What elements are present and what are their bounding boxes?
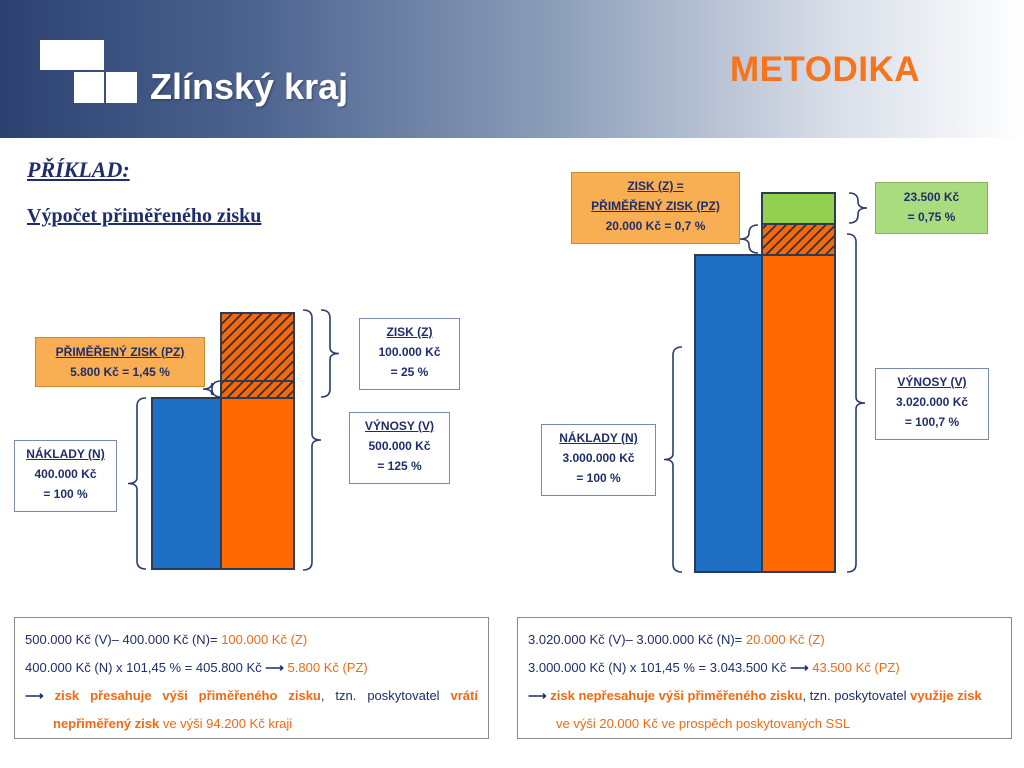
right-zpz-title2: PŘIMĚŘENÝ ZISK (PZ): [591, 199, 720, 213]
left-formula-line-1: 500.000 Kč (V)– 400.000 Kč (N)= 100.000 …: [25, 626, 478, 654]
left-chart: [151, 312, 295, 570]
left-zisk-title: ZISK (Z): [386, 325, 433, 339]
logo-square-2: [74, 40, 104, 70]
right-formula-l2-arrow: ⟶: [789, 660, 809, 675]
left-naklady-value: 400.000 Kč: [34, 467, 97, 481]
left-bar-naklady: [151, 397, 222, 570]
left-formula-line-3: ⟶ zisk přesahuje výši přiměřeného zisku,…: [25, 682, 478, 710]
left-vynosy-box: VÝNOSY (V) 500.000 Kč = 125 %: [349, 412, 450, 484]
braces: [127, 192, 868, 573]
left-vynosy-percent: = 125 %: [377, 459, 422, 473]
right-formula-l2-text: 3.000.000 Kč (N) x 101,45 % = 3.043.500 …: [528, 660, 790, 675]
logo-square-3: [74, 72, 104, 103]
left-formula-l1-result: 100.000 Kč (Z): [221, 632, 308, 647]
left-formula-l2-text: 400.000 Kč (N) x 101,45 % = 405.800 Kč: [25, 660, 266, 675]
right-formula-l1-result: 20.000 Kč (Z): [745, 632, 825, 647]
right-brace-extra: [848, 192, 868, 224]
left-formula-l3-bold: zisk přesahuje výši přiměřeného zisku: [54, 688, 321, 703]
left-formula-l4-bold: nepřiměřený zisk: [53, 716, 160, 731]
example-heading: PŘÍKLAD:: [27, 157, 130, 182]
header-banner: Zlínský kraj METODIKA: [0, 0, 1024, 138]
right-vynosy-value: 3.020.000 Kč: [895, 395, 969, 409]
right-extra-percent: = 0,75 %: [907, 210, 956, 224]
left-zisk-box: ZISK (Z) 100.000 Kč = 25 %: [359, 318, 460, 390]
right-naklady-percent: = 100 %: [576, 471, 621, 485]
left-brace-vynosy: [302, 309, 322, 571]
right-vynosy-box: VÝNOSY (V) 3.020.000 Kč = 100,7 %: [875, 368, 989, 440]
left-formula-line-4: nepřiměřený zisk ve výši 94.200 Kč kraji: [25, 710, 478, 738]
brand-name: Zlínský kraj: [150, 66, 349, 107]
left-pz-title: PŘIMĚŘENÝ ZISK (PZ): [55, 345, 185, 359]
left-zisk-percent: = 25 %: [390, 365, 429, 379]
left-pz-box: PŘIMĚŘENÝ ZISK (PZ) 5.800 Kč = 1,45 %: [35, 337, 205, 387]
right-formula-box: 3.020.000 Kč (V)– 3.000.000 Kč (N)= 20.0…: [517, 617, 1012, 739]
right-vynosy-percent: = 100,7 %: [904, 415, 960, 429]
left-vynosy-value: 500.000 Kč: [368, 439, 431, 453]
left-brace-pz: [202, 380, 222, 398]
right-formula-l3-text: , tzn. poskytovatel: [802, 688, 911, 703]
left-pz-value: 5.800 Kč = 1,45 %: [70, 365, 170, 379]
logo-square-4: [106, 72, 137, 103]
right-vynosy-title: VÝNOSY (V): [897, 375, 967, 389]
right-zpz-box: ZISK (Z) = PŘIMĚŘENÝ ZISK (PZ) 20.000 Kč…: [571, 172, 740, 244]
left-naklady-box: NÁKLADY (N) 400.000 Kč = 100 %: [14, 440, 117, 512]
left-formula-l3-text: , tzn. poskytovatel: [320, 688, 451, 703]
left-formula-line-2: 400.000 Kč (N) x 101,45 % = 405.800 Kč ⟶…: [25, 654, 478, 682]
right-formula-line-3: ⟶ zisk nepřesahuje výši přiměřeného zisk…: [528, 682, 1001, 710]
right-formula-l1-text: 3.020.000 Kč (V)– 3.000.000 Kč (N)=: [528, 632, 746, 647]
left-segment-zisk-excess: [220, 312, 295, 382]
right-formula-line-1: 3.020.000 Kč (V)– 3.000.000 Kč (N)= 20.0…: [528, 626, 1001, 654]
left-formula-l1-text: 500.000 Kč (V)– 400.000 Kč (N)=: [25, 632, 222, 647]
right-brace-naklady: [663, 346, 683, 573]
left-formula-l3-action: vrátí: [450, 688, 478, 703]
left-naklady-title: NÁKLADY (N): [26, 447, 105, 461]
left-formula-box: 500.000 Kč (V)– 400.000 Kč (N)= 100.000 …: [14, 617, 489, 739]
right-formula-l2-result: 43.500 Kč (PZ): [808, 660, 900, 675]
slide-title: METODIKA: [730, 50, 921, 89]
right-formula-l3-bold: zisk nepřesahuje výši přiměřeného zisku: [550, 688, 803, 703]
left-formula-l2-result: 5.800 Kč (PZ): [283, 660, 368, 675]
left-formula-l4-text: ve výši 94.200 Kč kraji: [159, 716, 293, 731]
right-segment-extra: [761, 192, 836, 225]
right-naklady-title: NÁKLADY (N): [559, 431, 638, 445]
left-vynosy-title: VÝNOSY (V): [364, 419, 435, 433]
right-segment-zisk: [761, 223, 836, 256]
left-zisk-value: 100.000 Kč: [378, 345, 441, 359]
right-formula-line-4: ve výši 20.000 Kč ve prospěch poskytovan…: [528, 710, 1001, 738]
left-segment-pz: [220, 380, 295, 399]
right-extra-value: 23.500 Kč: [903, 190, 960, 204]
right-brace-zpz: [739, 224, 759, 254]
right-formula-l3-action: využije zisk: [910, 688, 982, 703]
right-zpz-value: 20.000 Kč = 0,7 %: [605, 219, 706, 233]
right-brace-vynosy: [846, 233, 866, 573]
right-chart: [694, 192, 836, 573]
right-zpz-title1: ZISK (Z) =: [627, 179, 684, 193]
example-subtitle: Výpočet přiměřeného zisku: [27, 205, 262, 227]
left-brace-naklady: [127, 397, 147, 570]
left-brace-zisk: [320, 309, 340, 398]
right-formula-l3-arrow: ⟶: [528, 688, 547, 703]
left-naklady-percent: = 100 %: [43, 487, 88, 501]
right-bar-naklady: [694, 254, 763, 573]
right-formula-l4-text: ve výši 20.000 Kč ve prospěch poskytovan…: [556, 716, 851, 731]
right-naklady-value: 3.000.000 Kč: [562, 451, 635, 465]
logo-square-1: [40, 40, 74, 70]
right-bar-vynosy: [761, 254, 836, 573]
right-naklady-box: NÁKLADY (N) 3.000.000 Kč = 100 %: [541, 424, 656, 496]
left-formula-l3-arrow: ⟶: [25, 688, 44, 703]
left-bar-vynosy: [220, 397, 295, 570]
left-formula-l2-arrow: ⟶: [265, 660, 284, 675]
right-extra-box: 23.500 Kč = 0,75 %: [875, 182, 988, 234]
right-formula-line-2: 3.000.000 Kč (N) x 101,45 % = 3.043.500 …: [528, 654, 1001, 682]
